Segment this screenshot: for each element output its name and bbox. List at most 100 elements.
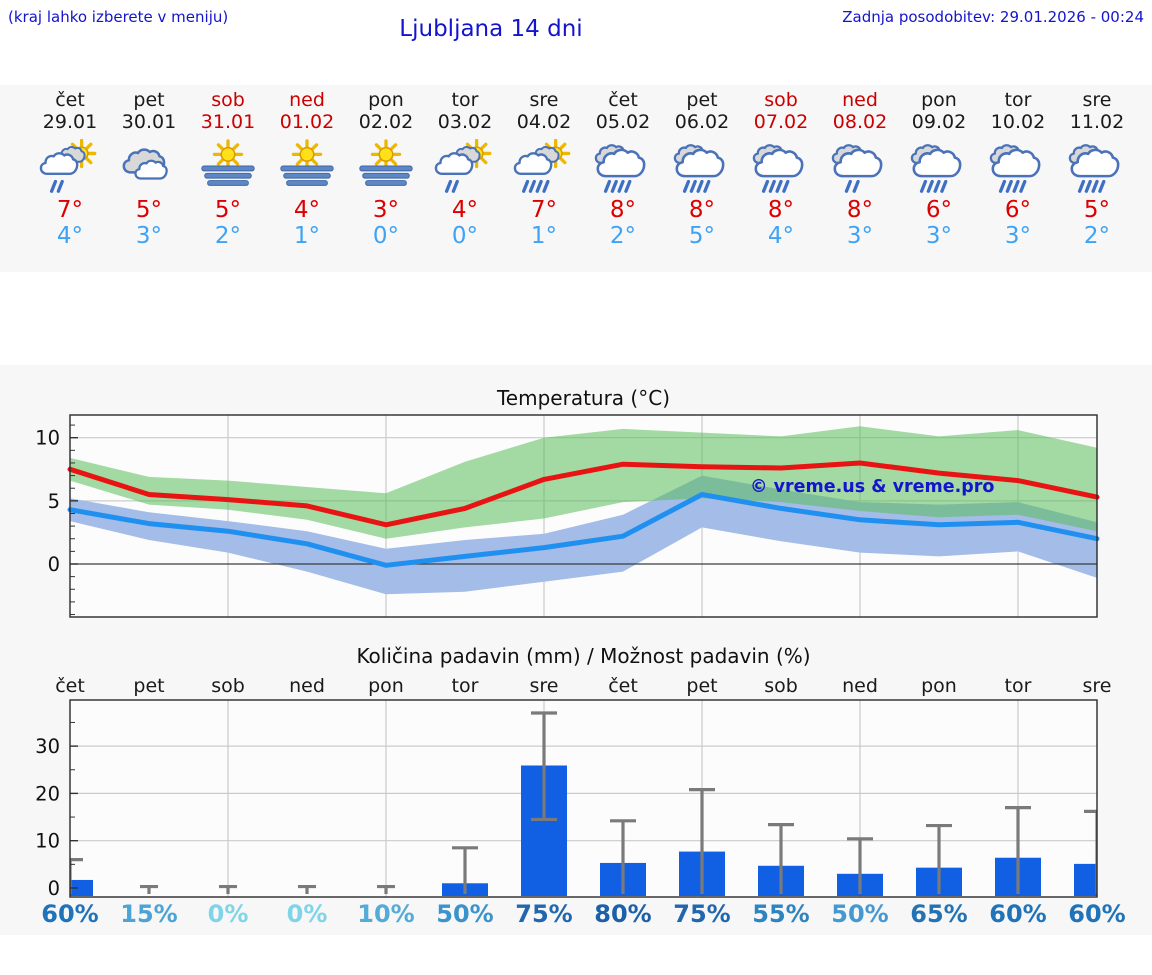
precip-probability-label: 15% xyxy=(120,900,178,928)
precip-probability-label: 65% xyxy=(910,900,968,928)
rain-icon xyxy=(594,144,646,193)
day-max-temperature: 5° xyxy=(135,197,163,223)
temperature-chart-title: Temperatura (°C) xyxy=(496,386,670,410)
day-name: pet xyxy=(133,89,165,111)
rain-icon xyxy=(752,144,804,193)
page-title: Ljubljana 14 dni xyxy=(399,16,583,42)
precip-day-label: tor xyxy=(451,675,479,697)
day-min-temperature: 0° xyxy=(451,223,479,249)
day-column: ned 01.02 4° 1° xyxy=(267,85,347,249)
day-max-temperature: 5° xyxy=(1083,197,1111,223)
precip-day-label: sre xyxy=(1082,675,1112,697)
day-date: 08.02 xyxy=(832,111,888,133)
precip-probability-label: 60% xyxy=(41,900,99,928)
precip-day-label: sob xyxy=(211,675,245,697)
precip-y-tick-label: 0 xyxy=(48,877,60,900)
fog-sun-icon xyxy=(280,139,334,186)
day-name: pet xyxy=(686,89,718,111)
sun-rain-icon xyxy=(434,139,492,193)
last-updated-label: Zadnja posodobitev: 29.01.2026 - 00:24 xyxy=(842,8,1144,26)
day-date: 09.02 xyxy=(911,111,967,133)
day-date: 11.02 xyxy=(1069,111,1125,133)
day-date: 01.02 xyxy=(279,111,335,133)
day-date: 02.02 xyxy=(358,111,414,133)
precip-probability-label: 55% xyxy=(752,900,810,928)
precip-day-label: ned xyxy=(289,675,325,697)
fog-sun-icon xyxy=(201,139,255,186)
day-min-temperature: 3° xyxy=(1004,223,1032,249)
precip-day-label: pon xyxy=(921,675,957,697)
day-name: pon xyxy=(921,89,957,111)
day-column: pon 09.02 6° 3° xyxy=(899,85,979,249)
temperature-chart: 0 5 10 © vreme.us & vreme.pro xyxy=(35,414,1100,618)
rain-icon xyxy=(910,144,962,193)
day-name: čet xyxy=(55,89,85,111)
sun-rain-icon xyxy=(39,139,97,193)
day-name: tor xyxy=(451,89,479,111)
sun-rain-heavy-icon xyxy=(513,139,571,193)
precip-plot-area xyxy=(70,700,1097,897)
day-column: sre 04.02 7° 1° xyxy=(504,85,584,249)
day-max-temperature: 4° xyxy=(293,197,321,223)
forecast-strip: čet 29.01 7° 4° pet 30.01 5° 3° sob 31.01 5° 2° ned 0… xyxy=(0,85,1152,272)
day-name: ned xyxy=(289,89,325,111)
day-date: 10.02 xyxy=(990,111,1046,133)
location-hint: (kraj lahko izberete v meniju) xyxy=(8,8,229,26)
min-temperature-line xyxy=(67,492,1100,568)
day-date: 04.02 xyxy=(516,111,572,133)
precipitation-bar xyxy=(70,879,93,896)
precip-probability-label: 0% xyxy=(207,900,249,928)
day-name: sob xyxy=(764,89,798,111)
day-max-temperature: 5° xyxy=(214,197,242,223)
cloudy-icon xyxy=(122,148,168,180)
day-min-temperature: 3° xyxy=(846,223,874,249)
day-min-temperature: 4° xyxy=(767,223,795,249)
rain-icon xyxy=(1068,144,1120,193)
precipitation-bar xyxy=(1074,863,1097,896)
precip-y-tick-label: 20 xyxy=(35,782,60,805)
precip-probability-label: 60% xyxy=(989,900,1047,928)
precip-probability-label: 0% xyxy=(286,900,328,928)
day-column: sob 07.02 8° 4° xyxy=(741,85,821,249)
day-min-temperature: 1° xyxy=(530,223,558,249)
day-column: čet 29.01 7° 4° xyxy=(30,85,110,249)
precip-probability-label: 75% xyxy=(515,900,573,928)
day-name: tor xyxy=(1004,89,1032,111)
precipitation-chart-title: Količina padavin (mm) / Možnost padavin … xyxy=(356,644,811,668)
day-date: 06.02 xyxy=(674,111,730,133)
day-max-temperature: 4° xyxy=(451,197,479,223)
fog-sun-icon xyxy=(359,139,413,186)
day-min-temperature: 3° xyxy=(135,223,163,249)
day-max-temperature: 8° xyxy=(846,197,874,223)
day-min-temperature: 0° xyxy=(372,223,400,249)
rain-icon xyxy=(989,144,1041,193)
day-max-temperature: 7° xyxy=(530,197,558,223)
day-max-temperature: 8° xyxy=(688,197,716,223)
temp-y-tick-label: 0 xyxy=(48,553,60,576)
day-date: 07.02 xyxy=(753,111,809,133)
precip-y-tick-label: 10 xyxy=(35,830,60,853)
precip-day-label: sre xyxy=(529,675,559,697)
day-name: ned xyxy=(842,89,878,111)
day-max-temperature: 3° xyxy=(372,197,400,223)
watermark: © vreme.us & vreme.pro xyxy=(750,477,994,497)
day-name: pon xyxy=(368,89,404,111)
precip-day-label: tor xyxy=(1004,675,1032,697)
day-max-temperature: 7° xyxy=(56,197,84,223)
precip-y-tick-label: 30 xyxy=(35,735,60,758)
day-max-temperature: 8° xyxy=(609,197,637,223)
precip-day-label: pon xyxy=(368,675,404,697)
precip-day-label: ned xyxy=(842,675,878,697)
day-column: čet 05.02 8° 2° xyxy=(583,85,663,249)
day-min-temperature: 4° xyxy=(56,223,84,249)
day-column: sob 31.01 5° 2° xyxy=(188,85,268,249)
day-max-temperature: 6° xyxy=(925,197,953,223)
day-min-temperature: 1° xyxy=(293,223,321,249)
day-column: tor 10.02 6° 3° xyxy=(978,85,1058,249)
precip-probability-label: 50% xyxy=(831,900,889,928)
day-name: sre xyxy=(529,89,559,111)
precip-probability-label: 60% xyxy=(1068,900,1126,928)
day-name: sob xyxy=(211,89,245,111)
rain-icon xyxy=(673,144,725,193)
